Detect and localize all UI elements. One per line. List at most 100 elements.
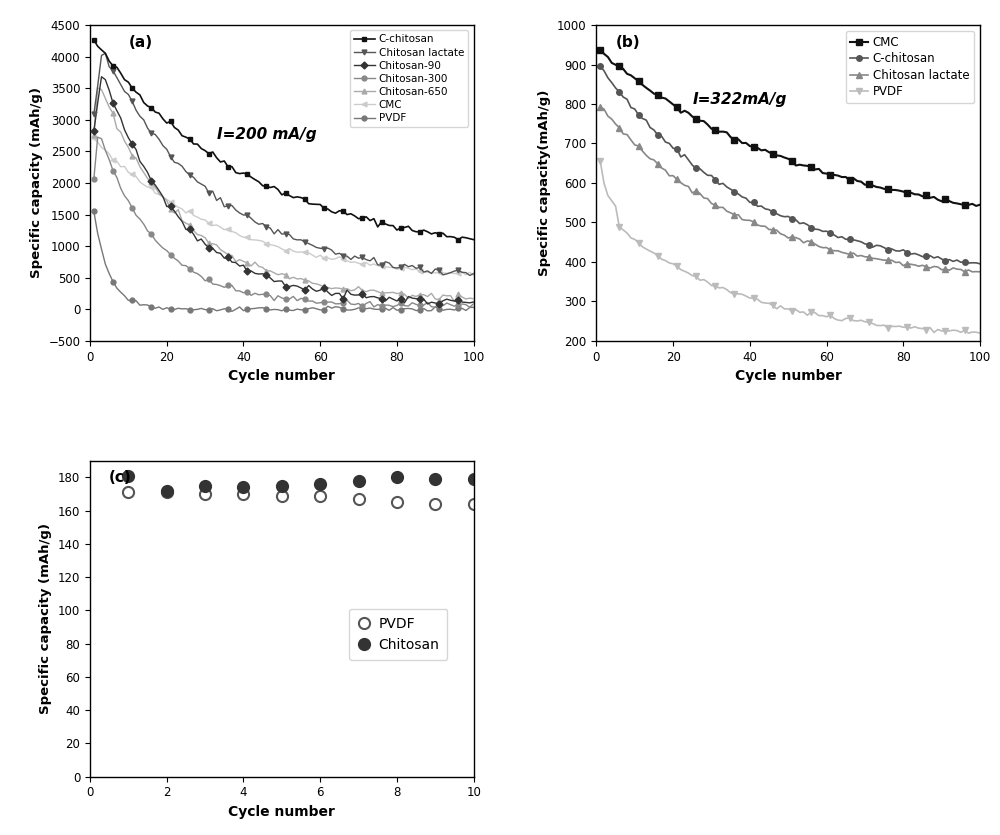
Chitosan-650 xyxy=(468,294,480,304)
Chitosan-300 xyxy=(92,132,104,142)
C-chitosan xyxy=(437,228,449,238)
Chitosan xyxy=(391,473,403,483)
C-chitosan xyxy=(974,259,986,269)
Chitosan lactate xyxy=(974,267,986,277)
PVDF xyxy=(391,498,403,508)
Chitosan-300 xyxy=(165,250,177,260)
C-chitosan xyxy=(283,190,295,200)
Chitosan-300 xyxy=(287,291,299,301)
CMC xyxy=(943,196,955,206)
Chitosan-650 xyxy=(448,296,460,306)
CMC xyxy=(437,268,449,278)
PVDF xyxy=(821,311,833,321)
Chitosan-650 xyxy=(456,292,468,302)
PVDF xyxy=(318,305,330,315)
Line: CMC: CMC xyxy=(597,47,983,209)
Chitosan-90 xyxy=(456,297,468,307)
PVDF xyxy=(314,491,326,501)
Chitosan-90 xyxy=(318,283,330,293)
PVDF xyxy=(790,305,802,315)
Chitosan-650 xyxy=(92,83,104,93)
PVDF xyxy=(287,306,299,316)
Text: (b): (b) xyxy=(616,34,640,49)
CMC xyxy=(594,45,606,55)
Line: Chitosan-650: Chitosan-650 xyxy=(91,85,476,304)
PVDF xyxy=(237,489,249,499)
C-chitosan xyxy=(667,144,679,154)
CMC xyxy=(970,201,982,211)
C-chitosan xyxy=(314,200,326,210)
Chitosan lactate xyxy=(287,234,299,244)
Chitosan-90 xyxy=(468,297,480,307)
Chitosan xyxy=(429,474,441,484)
Chitosan-90 xyxy=(287,281,299,291)
C-chitosan xyxy=(161,118,173,128)
Legend: PVDF, Chitosan: PVDF, Chitosan xyxy=(349,609,447,660)
Chitosan lactate xyxy=(165,151,177,161)
CMC xyxy=(448,269,460,279)
X-axis label: Cycle number: Cycle number xyxy=(228,369,335,383)
Chitosan lactate xyxy=(452,266,464,276)
Chitosan-90 xyxy=(96,72,108,82)
Chitosan xyxy=(237,483,249,493)
CMC xyxy=(468,270,480,280)
Chitosan lactate xyxy=(667,170,679,180)
Chitosan lactate xyxy=(594,102,606,112)
Chitosan xyxy=(353,476,365,486)
Chitosan lactate xyxy=(955,265,967,275)
Chitosan xyxy=(122,471,134,481)
PVDF xyxy=(161,303,173,313)
Chitosan lactate xyxy=(464,271,476,281)
X-axis label: Cycle number: Cycle number xyxy=(228,805,335,819)
Line: Chitosan lactate: Chitosan lactate xyxy=(597,104,983,275)
PVDF xyxy=(974,328,986,338)
PVDF xyxy=(199,489,211,499)
C-chitosan xyxy=(452,235,464,245)
Chitosan-90 xyxy=(88,126,100,136)
Chitosan-300 xyxy=(429,302,441,312)
Chitosan-300 xyxy=(180,261,192,271)
C-chitosan xyxy=(88,35,100,45)
CMC xyxy=(161,195,173,205)
PVDF xyxy=(943,326,955,336)
C-chitosan xyxy=(594,61,606,71)
Chitosan-90 xyxy=(180,225,192,235)
CMC xyxy=(314,250,326,261)
PVDF xyxy=(122,488,134,498)
Text: I=200 mA/g: I=200 mA/g xyxy=(217,127,316,142)
C-chitosan xyxy=(943,255,955,265)
Chitosan-650 xyxy=(180,218,192,228)
Chitosan lactate xyxy=(682,181,694,191)
Line: PVDF: PVDF xyxy=(597,159,983,336)
Line: Chitosan-90: Chitosan-90 xyxy=(91,74,476,306)
PVDF xyxy=(353,494,365,504)
PVDF xyxy=(468,302,480,312)
Chitosan xyxy=(276,481,288,491)
Chitosan lactate xyxy=(180,167,192,177)
PVDF xyxy=(955,327,967,337)
Y-axis label: Specific capacity (mAh/g): Specific capacity (mAh/g) xyxy=(30,88,43,278)
Chitosan lactate xyxy=(88,109,100,119)
Chitosan xyxy=(161,486,173,496)
Line: PVDF: PVDF xyxy=(123,487,479,509)
CMC xyxy=(955,200,967,210)
Y-axis label: Specific capacity(mAh/g): Specific capacity(mAh/g) xyxy=(538,89,551,276)
Chitosan xyxy=(199,481,211,491)
Chitosan-300 xyxy=(456,299,468,309)
CMC xyxy=(176,204,188,214)
Text: (c): (c) xyxy=(109,470,132,485)
PVDF xyxy=(429,499,441,509)
Chitosan-650 xyxy=(165,204,177,214)
Line: PVDF: PVDF xyxy=(91,209,476,314)
Chitosan xyxy=(468,474,480,484)
Line: C-chitosan: C-chitosan xyxy=(91,38,476,242)
CMC xyxy=(821,169,833,179)
PVDF xyxy=(468,499,480,509)
C-chitosan xyxy=(448,232,460,242)
Text: (a): (a) xyxy=(128,34,152,49)
Text: I=322mA/g: I=322mA/g xyxy=(692,92,787,107)
Chitosan xyxy=(314,479,326,489)
CMC xyxy=(790,160,802,170)
PVDF xyxy=(276,491,288,501)
C-chitosan xyxy=(682,154,694,164)
